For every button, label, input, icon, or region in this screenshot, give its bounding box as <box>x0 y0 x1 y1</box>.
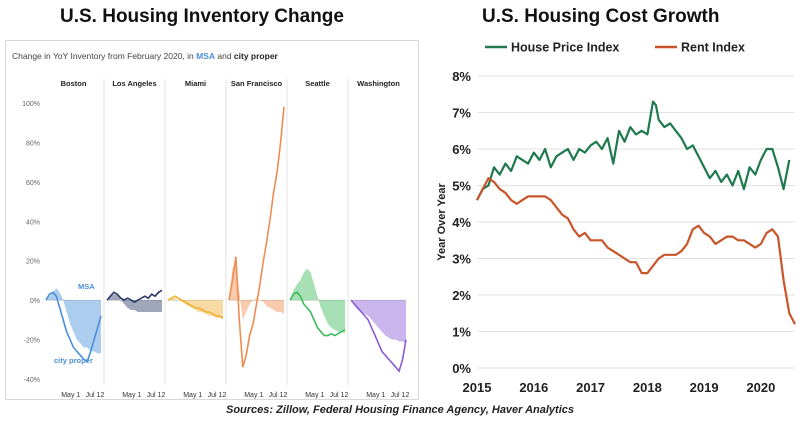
city-line-san-francisco <box>228 106 285 368</box>
inventory-x-tick: Jul 12 <box>208 392 227 399</box>
inventory-x-tick: Jul 12 <box>269 392 288 399</box>
legend-item-rent-index: Rent Index <box>655 41 745 55</box>
cost-y-tick: 5% <box>452 179 471 194</box>
msa-area-boston <box>46 288 101 354</box>
inventory-x-tick: May 1 <box>61 392 80 399</box>
city-line-boston <box>45 291 102 363</box>
panel-title-san-francisco: San Francisco <box>231 79 283 88</box>
panel-washington: Washington May 1 Jul 12 <box>347 79 410 399</box>
inventory-y-tick: -20% <box>24 338 40 345</box>
inventory-x-tick: May 1 <box>305 392 324 399</box>
subtitle-city-proper: city proper <box>234 51 279 61</box>
inventory-x-tick: Jul 12 <box>86 392 105 399</box>
cost-x-tick: 2015 <box>463 380 492 395</box>
inventory-y-tick: 60% <box>26 180 40 187</box>
inventory-x-tick: Jul 12 <box>391 392 410 399</box>
series-line-house-price-index <box>476 100 791 201</box>
cost-x-tick: 2016 <box>519 380 548 395</box>
inventory-subtitle: Change in YoY Inventory from February 20… <box>12 51 279 61</box>
cost-y-tick: 6% <box>452 142 471 157</box>
cost-y-tick: 2% <box>452 288 471 303</box>
msa-area-san-francisco <box>229 260 284 320</box>
msa-annotation: MSA <box>78 282 95 291</box>
inventory-x-tick: May 1 <box>122 392 141 399</box>
subtitle-part-3: and <box>215 51 234 61</box>
cost-x-tick: 2018 <box>633 380 662 395</box>
panel-title-seattle: Seattle <box>305 79 330 88</box>
panel-boston: Boston May 1 Jul 12 <box>45 79 105 399</box>
panel-title-los-angeles: Los Angeles <box>112 79 156 88</box>
inventory-y-tick: 40% <box>26 219 40 226</box>
legend-label: Rent Index <box>681 41 745 55</box>
housing-cost-chart: 0% 1% 2% 3% 4% 5% 6% 7% 8% 2015 2016 2017 2018 2019 20… <box>425 38 800 400</box>
msa-area-washington <box>351 300 406 344</box>
msa-area-los-angeles <box>107 294 162 312</box>
right-chart-title: U.S. Housing Cost Growth <box>482 6 720 27</box>
cost-y-tick: 7% <box>452 106 471 121</box>
cost-y-tick: 4% <box>452 215 471 230</box>
cost-y-axis-label: Year Over Year <box>436 183 448 261</box>
inventory-y-tick: 100% <box>22 101 40 108</box>
inventory-y-tick: 80% <box>26 140 40 147</box>
msa-area-seattle <box>290 268 345 334</box>
msa-area-miami <box>168 298 223 320</box>
panel-title-boston: Boston <box>61 79 87 88</box>
inventory-x-tick: May 1 <box>244 392 263 399</box>
city-proper-annotation: city proper <box>54 356 93 365</box>
city-line-washington <box>350 299 407 373</box>
city-line-miami <box>167 295 224 319</box>
city-line-los-angeles <box>106 289 163 304</box>
inventory-y-tick: 20% <box>26 259 40 266</box>
inventory-change-chart: Change in YoY Inventory from February 20… <box>5 40 419 400</box>
inventory-y-tick: -40% <box>24 377 40 384</box>
source-note: Sources: Zillow, Federal Housing Finance… <box>225 404 575 416</box>
inventory-x-tick: Jul 12 <box>330 392 349 399</box>
inventory-x-tick: Jul 12 <box>147 392 166 399</box>
panel-san-francisco: San Francisco May 1 Jul 12 <box>225 79 288 399</box>
legend-label: House Price Index <box>511 41 619 55</box>
subtitle-part-1: Change in YoY Inventory from February 20… <box>12 51 196 61</box>
left-chart-title: U.S. Housing Inventory Change <box>60 6 344 27</box>
cost-y-tick: 1% <box>452 325 471 340</box>
inventory-x-tick: May 1 <box>183 392 202 399</box>
cost-y-tick: 0% <box>452 361 471 376</box>
panel-title-washington: Washington <box>357 79 400 88</box>
series-line-rent-index <box>476 177 796 325</box>
cost-x-tick: 2017 <box>576 380 605 395</box>
cost-x-tick: 2019 <box>690 380 719 395</box>
panel-los-angeles: Los Angeles May 1 Jul 12 <box>103 79 166 399</box>
inventory-y-tick: 0% <box>30 298 40 305</box>
city-line-seattle <box>289 291 346 337</box>
legend-item-house-price-index: House Price Index <box>485 41 619 55</box>
panel-miami: Miami May 1 Jul 12 <box>164 79 227 399</box>
cost-y-tick: 3% <box>452 252 471 267</box>
inventory-x-tick: May 1 <box>366 392 385 399</box>
subtitle-msa: MSA <box>196 51 215 61</box>
panel-title-miami: Miami <box>185 79 206 88</box>
panel-seattle: Seattle May 1 Jul 12 <box>286 79 349 399</box>
cost-x-tick: 2020 <box>746 380 775 395</box>
cost-y-tick: 8% <box>452 69 471 84</box>
